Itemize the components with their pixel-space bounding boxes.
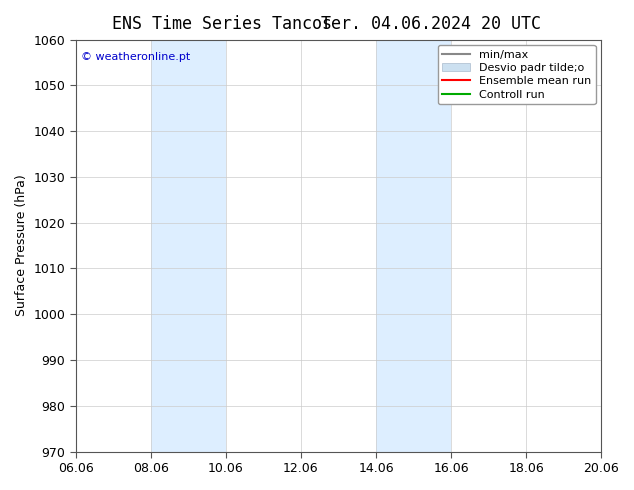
Text: © weatheronline.pt: © weatheronline.pt — [81, 52, 190, 62]
Bar — [151, 40, 226, 452]
Text: Ter. 04.06.2024 20 UTC: Ter. 04.06.2024 20 UTC — [321, 15, 541, 33]
Y-axis label: Surface Pressure (hPa): Surface Pressure (hPa) — [15, 175, 28, 317]
Bar — [376, 40, 451, 452]
Legend: min/max, Desvio padr tilde;o, Ensemble mean run, Controll run: min/max, Desvio padr tilde;o, Ensemble m… — [437, 45, 595, 104]
Text: ENS Time Series Tancos: ENS Time Series Tancos — [112, 15, 332, 33]
